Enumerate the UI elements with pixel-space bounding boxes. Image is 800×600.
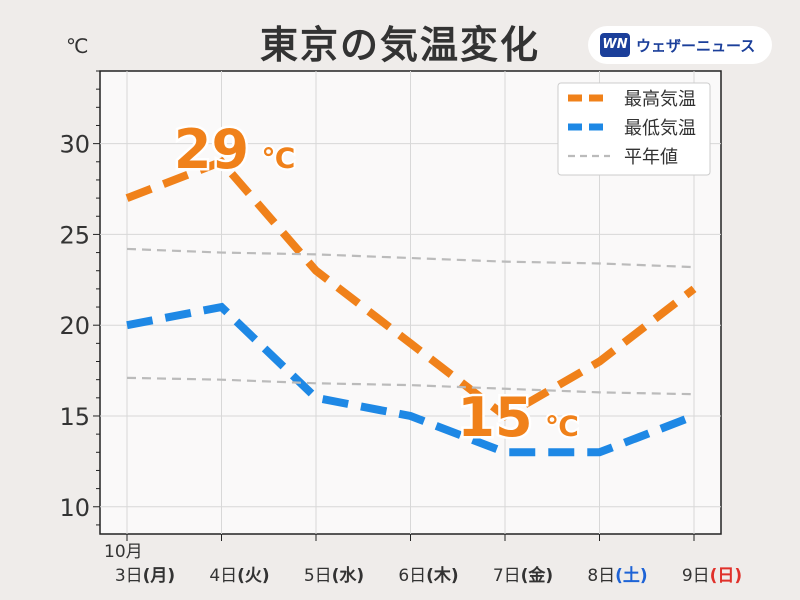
legend-label: 平年値 [624,147,678,168]
brand-badge: WN ウェザーニュース [588,26,772,64]
chart-title: 東京の気温変化 [259,23,540,67]
brand-logo-icon: WN [600,33,630,57]
series-line-1 [126,302,696,457]
legend-box [557,82,711,176]
brand-name: ウェザーニュース [636,37,756,55]
x-tick-label: 6日(木) [398,565,458,586]
data-annotation-unit: ℃ [545,410,579,443]
data-annotation-unit: ℃ [262,142,296,175]
data-annotation-value: 29 [174,118,249,181]
x-tick-label: 7日(金) [493,565,553,586]
x-tick-label: 3日(月) [115,566,175,586]
y-tick-label: 25 [59,221,90,249]
y-tick-label: 15 [59,403,90,431]
y-tick-label: 20 [59,312,90,340]
data-annotation-value: 15 [457,386,532,449]
series-line-3 [126,376,695,396]
series-line-2 [126,247,695,269]
x-tick-label: 5日(水) [304,565,364,586]
x-month-label: 10月 [104,542,143,562]
y-tick-label: 10 [59,494,90,522]
series-line-0 [125,157,697,421]
x-tick-label: 9日(日) [682,566,742,586]
legend-label: 最高気温 [624,89,696,110]
y-tick-label: 30 [59,131,90,159]
y-axis-unit: ℃ [66,34,89,58]
legend-label: 最低気温 [624,118,696,139]
x-tick-label: 4日(火) [209,566,269,586]
x-tick-label: 8日(土) [587,565,647,586]
